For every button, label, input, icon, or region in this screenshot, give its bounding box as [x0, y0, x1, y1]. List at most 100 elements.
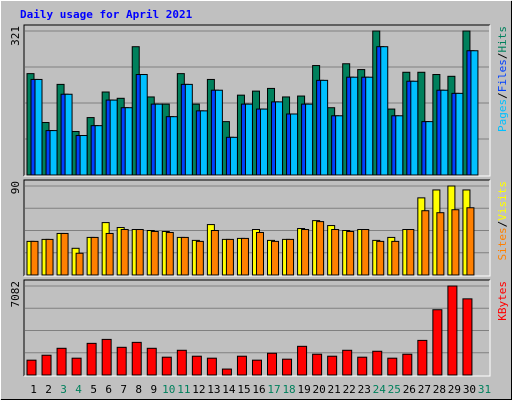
bar — [225, 238, 234, 276]
bar — [71, 357, 82, 376]
x-tick-label: 18 — [282, 383, 295, 396]
x-tick-label: 21 — [328, 383, 341, 396]
bar — [410, 80, 419, 176]
bar — [195, 240, 204, 276]
bar — [236, 355, 247, 376]
bar — [221, 368, 232, 376]
bar — [267, 352, 278, 376]
bar — [214, 89, 223, 176]
bar — [372, 350, 383, 376]
bar — [357, 356, 368, 376]
x-tick-label: 3 — [60, 383, 67, 396]
bar — [49, 130, 58, 176]
bar — [240, 237, 249, 276]
bar — [176, 349, 187, 376]
x-tick-label: 26 — [403, 383, 416, 396]
legend: KBytes — [496, 281, 509, 321]
bar — [60, 232, 69, 276]
bar — [297, 345, 308, 376]
bar — [425, 121, 434, 176]
x-tick-label: 29 — [448, 383, 461, 396]
bar — [146, 347, 157, 376]
bar — [406, 229, 415, 276]
bar — [451, 209, 460, 276]
bar — [436, 212, 445, 276]
bar — [30, 240, 39, 276]
bar — [350, 76, 359, 176]
bar — [210, 230, 219, 276]
legend-entry: Files — [496, 59, 509, 92]
plot-border-light — [24, 25, 491, 177]
bar — [305, 103, 314, 176]
legend-entry: Sites — [496, 227, 509, 260]
bar — [131, 341, 142, 376]
bar — [64, 93, 73, 176]
x-tick-label: 31 — [478, 383, 491, 396]
x-tick-label: 28 — [433, 383, 446, 396]
x-tick-label: 22 — [343, 383, 356, 396]
bar — [455, 92, 464, 176]
bar — [184, 83, 193, 176]
bar — [255, 231, 264, 276]
x-tick-label: 16 — [252, 383, 265, 396]
plot-border-light — [24, 180, 491, 277]
bar — [391, 240, 400, 276]
x-tick-label: 2 — [45, 383, 52, 396]
bar — [470, 50, 479, 176]
plot-border-dark — [23, 24, 490, 176]
legend-entry: Hits — [496, 26, 509, 53]
legend: Sites/Visits — [496, 181, 509, 261]
bar — [320, 79, 329, 176]
x-tick-label: 11 — [177, 383, 190, 396]
x-tick-label: 8 — [135, 383, 142, 396]
bar — [342, 349, 353, 376]
x-tick-label: 4 — [75, 383, 82, 396]
bar — [462, 298, 473, 376]
x-tick-label: 1 — [30, 383, 37, 396]
bar — [34, 78, 43, 176]
bar — [116, 346, 127, 376]
x-tick-label: 13 — [207, 383, 220, 396]
x-tick-label: 20 — [313, 383, 326, 396]
y-tick-label: 90 — [9, 181, 22, 194]
bar — [150, 230, 159, 276]
bar — [90, 236, 99, 276]
bar — [275, 101, 284, 176]
x-tick-label: 9 — [150, 383, 157, 396]
x-tick-label: 12 — [192, 383, 205, 396]
bar — [199, 110, 208, 176]
x-tick-label: 19 — [297, 383, 310, 396]
bar — [286, 238, 295, 276]
x-tick-label: 17 — [267, 383, 280, 396]
plot-border-light — [24, 280, 491, 377]
bar — [191, 355, 202, 376]
bar — [327, 355, 338, 376]
bar — [380, 46, 389, 176]
bar — [165, 231, 174, 276]
bar — [154, 103, 163, 176]
y-tick-label: 7082 — [9, 281, 22, 308]
bar — [244, 103, 253, 176]
plot-border-dark — [23, 279, 490, 376]
bar — [290, 113, 299, 176]
bar — [139, 74, 148, 176]
bar — [105, 232, 114, 276]
bar — [282, 358, 293, 376]
legend-separator: / — [496, 92, 509, 99]
bar — [161, 356, 172, 376]
x-tick-label: 5 — [90, 383, 97, 396]
bar — [180, 236, 189, 276]
bar — [421, 210, 430, 276]
bar — [86, 342, 97, 376]
legend-entry: KBytes — [496, 281, 509, 321]
x-tick-label: 10 — [162, 383, 175, 396]
bar — [101, 338, 112, 376]
bar — [41, 354, 52, 376]
bar — [229, 136, 238, 176]
legend-separator: / — [496, 53, 509, 60]
bar — [331, 229, 340, 276]
x-tick-label: 15 — [237, 383, 250, 396]
x-tick-label: 25 — [388, 383, 401, 396]
bar — [75, 252, 84, 276]
bar — [346, 230, 355, 276]
